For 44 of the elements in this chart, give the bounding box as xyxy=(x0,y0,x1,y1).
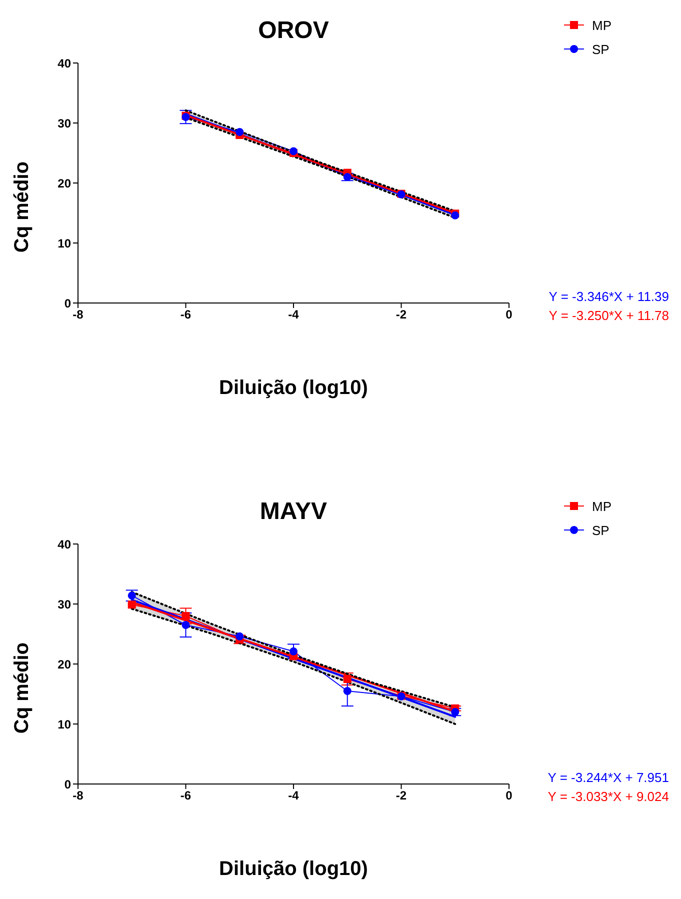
y-tick-label: 10 xyxy=(58,236,72,250)
point xyxy=(182,612,190,620)
x-axis-title: Diluição (log10) xyxy=(219,858,368,880)
x-tick-label: -8 xyxy=(72,788,84,803)
y-tick-label: 20 xyxy=(58,176,72,190)
y-tick-label: 10 xyxy=(58,717,72,732)
y-tick-label: 20 xyxy=(58,657,72,672)
chart-title: OROV xyxy=(258,17,329,44)
y-axis-title: Cq médio xyxy=(11,161,33,253)
legend-label: MP xyxy=(592,498,612,514)
point xyxy=(343,687,352,695)
point xyxy=(182,621,190,629)
legend-label: SP xyxy=(592,42,610,56)
x-tick-label: -4 xyxy=(288,308,300,322)
x-axis-title: Diluição (log10) xyxy=(219,377,368,399)
y-tick-label: 40 xyxy=(58,537,72,552)
x-tick-label: -2 xyxy=(396,308,407,322)
y-tick-label: 30 xyxy=(58,597,72,612)
point xyxy=(343,173,352,181)
text: Y = -3.033*X + 9.024 xyxy=(548,789,669,804)
x-tick-label: -8 xyxy=(72,308,84,322)
point xyxy=(236,128,244,136)
chart-title: MAYV xyxy=(260,498,328,525)
y-axis-title: Cq médio xyxy=(11,642,33,734)
point xyxy=(128,600,136,609)
text: Y = -3.244*X + 7.951 xyxy=(548,770,669,785)
point xyxy=(290,647,298,656)
text: Y = -3.346*X + 11.39 xyxy=(548,289,669,304)
x-tick-label: -4 xyxy=(288,788,300,803)
x-tick-label: 0 xyxy=(506,788,513,803)
point xyxy=(343,675,352,683)
x-tick-label: 0 xyxy=(506,308,513,322)
x-tick-label: -6 xyxy=(180,308,192,322)
point xyxy=(236,632,244,640)
legend-label: MP xyxy=(592,18,612,32)
point xyxy=(451,708,460,716)
x-tick-label: -2 xyxy=(396,788,407,803)
legend-label: SP xyxy=(592,522,610,538)
y-tick-label: 40 xyxy=(58,56,72,70)
y-tick-label: 0 xyxy=(64,296,72,310)
y-tick-label: 0 xyxy=(64,777,72,792)
y-tick-label: 30 xyxy=(58,116,72,130)
text: Y = -3.250*X + 11.78 xyxy=(548,308,669,323)
x-tick-label: -6 xyxy=(180,788,192,803)
